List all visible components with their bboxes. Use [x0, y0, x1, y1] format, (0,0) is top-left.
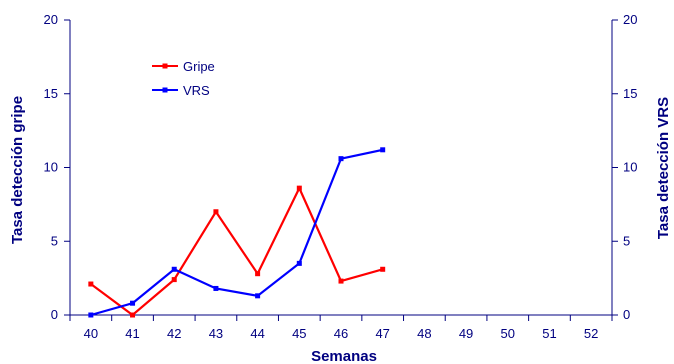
legend-item-gripe: Gripe: [152, 59, 215, 74]
series-line-vrs: [90, 148, 383, 317]
right-y-tick-label: 0: [623, 307, 630, 322]
data-point-vrs: [171, 266, 177, 272]
left-y-tick-label: 15: [44, 86, 58, 101]
x-tick-label: 45: [292, 326, 306, 341]
right-axis-title: Tasa detección VRS: [655, 97, 672, 239]
right-y-tick-label: 10: [623, 160, 637, 175]
left-y-tick-label: 20: [44, 12, 58, 27]
x-tick-label: 47: [375, 326, 389, 341]
x-tick-label: 41: [125, 326, 139, 341]
right-y-tick-label: 15: [623, 86, 637, 101]
data-point-gripe: [213, 209, 219, 215]
data-point-vrs: [380, 147, 386, 153]
legend-label-gripe: Gripe: [183, 59, 215, 74]
x-axis-title: Semanas: [311, 348, 377, 364]
axes: [64, 19, 618, 321]
left-axis-title: Tasa detección gripe: [9, 96, 26, 244]
data-point-gripe: [88, 281, 94, 287]
x-tick-label: 46: [334, 326, 348, 341]
data-point-vrs: [255, 293, 261, 299]
x-tick-label: 52: [584, 326, 598, 341]
x-tick-label: 50: [501, 326, 515, 341]
data-point-gripe: [255, 271, 261, 277]
data-point-vrs: [338, 156, 344, 162]
legend-label-vrs: VRS: [183, 83, 210, 98]
right-y-tick-label: 5: [623, 233, 630, 248]
data-point-vrs: [296, 260, 302, 266]
x-tick-label: 42: [167, 326, 181, 341]
series-line-gripe: [90, 185, 383, 317]
data-point-gripe: [130, 312, 136, 318]
x-tick-label: 48: [417, 326, 431, 341]
data-point-vrs: [88, 312, 94, 318]
x-tick-label: 43: [209, 326, 223, 341]
left-y-tick-label: 5: [51, 233, 58, 248]
data-point-gripe: [380, 266, 386, 272]
legend-marker-vrs: [162, 87, 168, 93]
x-tick-label: 51: [542, 326, 556, 341]
right-y-tick-label: 20: [623, 12, 637, 27]
data-point-vrs: [213, 285, 219, 291]
legend: Gripe VRS: [152, 59, 215, 98]
data-point-gripe: [296, 185, 302, 191]
x-tick-label: 40: [84, 326, 98, 341]
data-point-vrs: [130, 300, 136, 306]
left-y-tick-label: 0: [51, 307, 58, 322]
legend-marker-gripe: [162, 63, 168, 69]
x-tick-label: 44: [250, 326, 264, 341]
right-y-tick-labels: 0 5 10 15 20: [623, 12, 637, 322]
left-y-tick-labels: 0 5 10 15 20: [44, 12, 58, 322]
data-point-gripe: [171, 277, 177, 283]
x-tick-label: 49: [459, 326, 473, 341]
data-point-gripe: [338, 278, 344, 284]
legend-item-vrs: VRS: [152, 83, 210, 98]
left-y-tick-label: 10: [44, 160, 58, 175]
series-layer: [88, 147, 386, 318]
x-tick-labels: 40 41 42 43 44 45 46 47 48 49 50 51 52: [84, 326, 599, 341]
